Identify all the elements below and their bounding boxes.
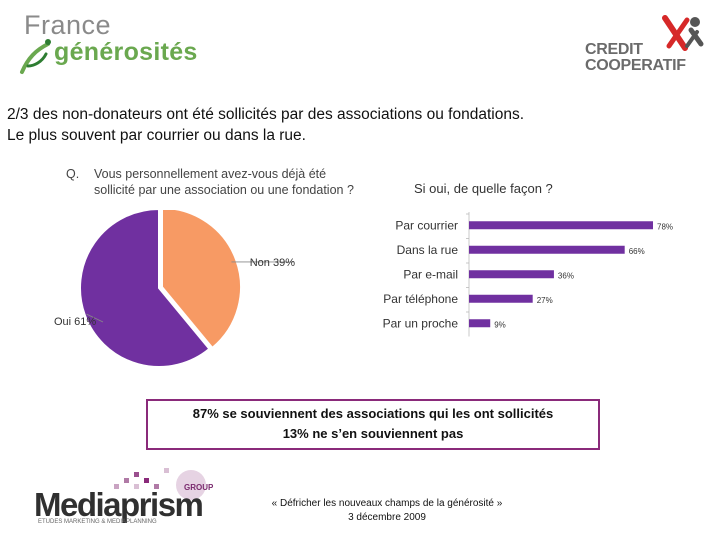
bar-mark — [469, 270, 554, 279]
callout-line-2: 13% ne s’en souviennent pas — [282, 426, 464, 441]
question-label: Q. — [66, 167, 80, 181]
bar-chart-title: Si oui, de quelle façon ? — [414, 181, 553, 196]
bar-category-label: Par un proche — [383, 316, 459, 330]
runner-figure-icon — [20, 39, 51, 74]
question-text: Vous personnellement avez-vous déjà été … — [94, 167, 354, 197]
pie-slice-oui — [79, 210, 211, 368]
event-footer: « Défricher les nouveaux champs de la gé… — [246, 497, 528, 525]
logo-france-text: France — [24, 10, 112, 40]
bar-value-label: 66% — [629, 247, 645, 256]
bar-value-label: 27% — [537, 296, 553, 305]
bar-category-label: Par téléphone — [383, 292, 458, 306]
logo-mediaprism-text: Mediaprism — [34, 486, 204, 523]
logo-credit-line: CREDIT — [585, 41, 643, 58]
bar-value-label: 9% — [494, 320, 506, 329]
pie-label-non: Non 39% — [250, 257, 295, 269]
crossed-figure-icon — [662, 15, 704, 51]
pie-leader-line — [86, 313, 104, 323]
france-generosites-logo: France générosités — [18, 10, 238, 74]
pie-chart: Oui 61% Non 39% — [54, 210, 295, 368]
slide-headline: 2/3 des non-donateurs ont été sollicités… — [7, 104, 707, 146]
recall-callout-box: 87% se souviennent des associations qui … — [146, 399, 600, 450]
bar-mark — [469, 294, 533, 303]
callout-line-1: 87% se souviennent des associations qui … — [192, 406, 554, 421]
bar-value-label: 78% — [657, 222, 673, 231]
bar-mark — [469, 221, 653, 230]
bar-category-label: Dans la rue — [397, 243, 459, 257]
logo-cooperatif-line: COOPERATIF — [585, 57, 686, 74]
bar-mark — [469, 319, 491, 328]
credit-cooperatif-logo: CREDIT COOPERATIF — [585, 12, 710, 77]
footer-date: 3 décembre 2009 — [348, 512, 426, 523]
bar-mark — [469, 245, 625, 254]
bar-category-label: Par courrier — [395, 218, 458, 232]
bar-value-label: 36% — [558, 271, 574, 280]
dots-pattern-icon — [114, 468, 169, 489]
bar-chart: Par courrier 78% Dans la rue 66% Par e-mail 3… — [383, 212, 673, 337]
headline-line-2: Le plus souvent par courrier ou dans la … — [7, 127, 306, 144]
group-circle-icon — [176, 470, 206, 500]
pie-slice-non — [161, 210, 242, 350]
pie-label-oui: Oui 61% — [54, 316, 96, 328]
logo-generosites-text: générosités — [54, 38, 198, 66]
headline-line-1: 2/3 des non-donateurs ont été sollicités… — [7, 106, 524, 123]
bar-category-label: Par e-mail — [403, 267, 458, 281]
logo-credit-cooperatif-text: CREDIT COOPERATIF — [585, 42, 686, 74]
logo-group-text: GROUP — [184, 483, 214, 492]
logo-mediaprism-tagline: ETUDES MARKETING & MEDIAPLANNING — [38, 519, 157, 525]
mediaprism-logo: GROUP Mediaprism ETUDES MARKETING & MEDI… — [34, 466, 224, 530]
footer-event-title: « Défricher les nouveaux champs de la gé… — [271, 498, 503, 509]
